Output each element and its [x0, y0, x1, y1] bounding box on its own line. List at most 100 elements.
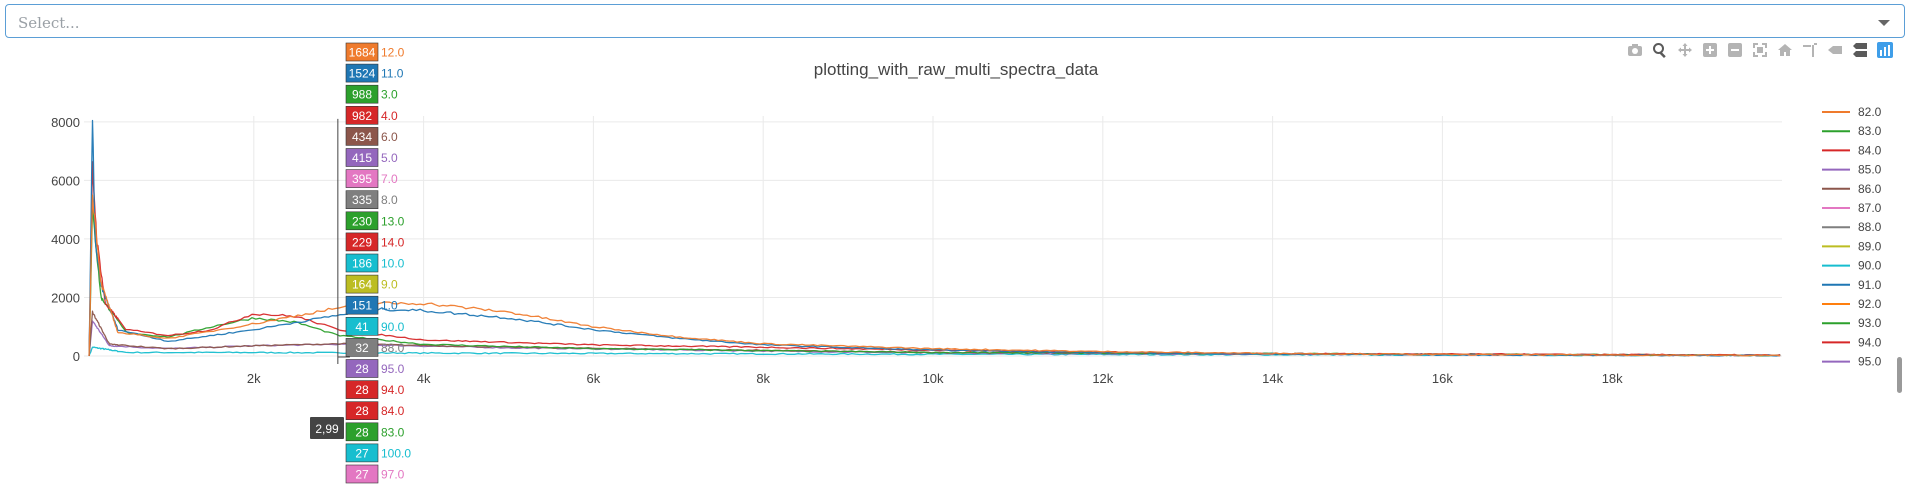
axis-layer: 0 2000 4000 6000 8000 2k 4k 6k 8k 10k 12k 14k 16k 18k	[51, 115, 1623, 386]
hover-label-value: 982	[352, 109, 372, 123]
hover-label-series: 90.0	[381, 320, 405, 334]
hover-label-box	[345, 401, 379, 421]
hover-label-box	[345, 295, 379, 315]
x-tick-label: 12k	[1092, 371, 1113, 386]
hover-label-value: 164	[352, 278, 372, 292]
series-line-11.0	[88, 119, 1781, 357]
legend-entry: 85.0	[1858, 163, 1882, 177]
hover-label-series: 12.0	[381, 46, 405, 60]
series-line-12.0	[88, 194, 1781, 357]
grid-layer	[84, 116, 1782, 357]
hover-label-value: 186	[352, 257, 372, 271]
chevron-down-icon[interactable]	[1878, 20, 1890, 26]
x-tick-label: 16k	[1432, 371, 1453, 386]
x-tick-label: 8k	[756, 371, 770, 386]
hover-label-value: 434	[352, 130, 372, 144]
hover-label-series: 5.0	[381, 151, 398, 165]
zoom-out-icon[interactable]	[1725, 40, 1744, 59]
hover-label-series: 94.0	[381, 383, 405, 397]
hover-label-series: 97.0	[381, 468, 405, 482]
chart-title: plotting_with_raw_multi_spectra_data	[814, 60, 1099, 79]
hover-label-box	[345, 127, 379, 146]
legend-entry: 91.0	[1858, 278, 1882, 292]
zoom-icon[interactable]	[1650, 40, 1669, 59]
hover-label-value: 415	[352, 151, 372, 165]
legend-entry: 86.0	[1858, 182, 1882, 196]
hover-label-value: 230	[352, 214, 372, 228]
legend-entry: 88.0	[1858, 220, 1882, 234]
hover-label-box	[345, 42, 379, 62]
spectra-chart[interactable]: 0 2000 4000 6000 8000 2k 4k 6k 8k 10k 12k 14k 16k 18k…	[0, 40, 1912, 497]
hover-label-value: 41	[355, 320, 369, 334]
legend-entry: 89.0	[1858, 239, 1882, 253]
y-tick-label: 8000	[51, 115, 80, 130]
series-line-3.0	[88, 208, 1781, 357]
hover-label-value: 229	[352, 235, 372, 249]
pan-icon[interactable]	[1675, 40, 1694, 59]
hover-label-series: 7.0	[381, 172, 398, 186]
hover-label-box	[345, 274, 379, 294]
plotly-logo-icon[interactable]	[1875, 40, 1894, 59]
hover-label-series: 8.0	[381, 193, 398, 207]
hover-x-label: 2,99	[315, 422, 339, 436]
hover-label-value: 28	[355, 383, 369, 397]
legend-entry: 95.0	[1858, 355, 1882, 369]
hover-label-box	[345, 148, 379, 167]
x-tick-label: 2k	[247, 371, 261, 386]
hover-label-series: 6.0	[381, 130, 398, 144]
hover-label-series: 9.0	[381, 278, 398, 292]
hover-label-box	[345, 359, 379, 378]
hover-label-box	[345, 443, 379, 463]
hover-label-series: 4.0	[381, 109, 398, 123]
series-select-dropdown[interactable]: Select...	[5, 4, 1905, 38]
y-tick-label: 6000	[51, 173, 80, 188]
hover-x-label-box	[310, 417, 344, 439]
y-tick-label: 2000	[51, 290, 80, 305]
chart-legend: 82.0 83.0 84.0 85.0 86.0 87.0 88.0 89.0 90.0 91.0…	[1822, 105, 1882, 369]
plot-modebar	[1625, 40, 1894, 59]
hover-label-value: 151	[352, 299, 372, 313]
hover-label-value: 28	[355, 425, 369, 439]
hover-label-series: 13.0	[381, 214, 405, 228]
legend-scrollbar[interactable]	[1897, 357, 1902, 393]
legend-entry: 83.0	[1858, 124, 1882, 138]
hover-label-value: 988	[352, 88, 372, 102]
hover-label-box	[345, 464, 379, 484]
hover-label-box	[345, 211, 379, 231]
legend-entry: 84.0	[1858, 143, 1882, 157]
reset-axes-icon[interactable]	[1775, 40, 1794, 59]
x-tick-label: 10k	[923, 371, 944, 386]
hover-label-series: 100.0	[381, 446, 411, 460]
hover-label-value: 28	[355, 362, 369, 376]
x-tick-label: 14k	[1262, 371, 1283, 386]
x-tick-label: 4k	[417, 371, 431, 386]
hover-label-value: 27	[355, 446, 369, 460]
select-placeholder: Select...	[18, 14, 80, 32]
data-layer	[88, 119, 1781, 357]
hover-label-box	[345, 422, 379, 442]
hover-label-box	[345, 63, 379, 83]
camera-icon[interactable]	[1625, 40, 1644, 59]
x-tick-label: 18k	[1602, 371, 1623, 386]
legend-entry: 82.0	[1858, 105, 1882, 119]
y-tick-label: 4000	[51, 232, 80, 247]
legend-entry: 90.0	[1858, 259, 1882, 273]
hover-label-box	[345, 253, 379, 273]
hover-label-box	[345, 190, 379, 209]
zoom-in-icon[interactable]	[1700, 40, 1719, 59]
hover-label-value: 1684	[349, 46, 376, 60]
hover-label-series: 11.0	[381, 67, 404, 81]
autoscale-icon[interactable]	[1750, 40, 1769, 59]
y-tick-label: 0	[73, 349, 80, 364]
hover-label-value: 32	[355, 341, 369, 355]
hover-label-box	[345, 169, 379, 188]
hover-tooltip: 1684 12.0 1524 11.0 988 3.0 982 4.0 434 6.0 415 5.0…	[310, 42, 411, 484]
hover-compare-icon[interactable]	[1850, 40, 1869, 59]
hover-label-series: 1.0	[381, 299, 398, 313]
hover-label-box	[345, 84, 379, 104]
hover-label-box	[345, 232, 379, 252]
hover-closest-icon[interactable]	[1825, 40, 1844, 59]
legend-entry: 87.0	[1858, 201, 1882, 215]
hover-label-value: 27	[355, 468, 369, 482]
spike-lines-icon[interactable]	[1800, 40, 1819, 59]
